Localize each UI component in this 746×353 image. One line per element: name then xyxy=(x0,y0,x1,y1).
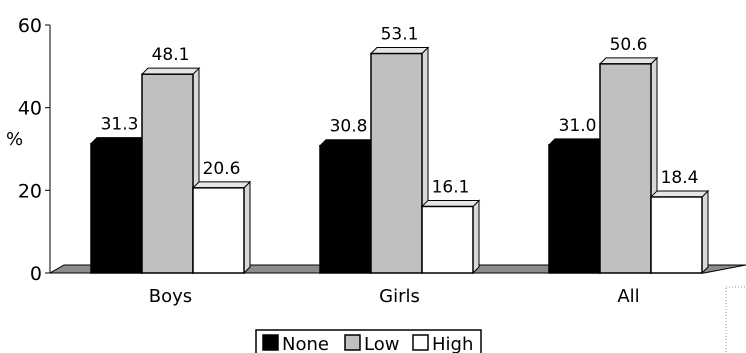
bar-value-label: 50.6 xyxy=(610,35,648,55)
bar-value-label: 20.6 xyxy=(203,159,241,179)
bar-value-label: 31.0 xyxy=(559,116,597,136)
bar-front xyxy=(548,144,601,274)
y-axis-label: % xyxy=(6,129,23,150)
bar-boys-high xyxy=(191,180,252,275)
bar-front xyxy=(599,63,652,274)
bar-front xyxy=(192,187,245,274)
y-axis: 0 20 40 60 xyxy=(18,15,51,285)
bar-top xyxy=(191,181,252,189)
x-axis-categories: Boys Girls All xyxy=(149,286,640,307)
x-category-label: Boys xyxy=(149,286,192,307)
x-category-label: All xyxy=(617,286,639,307)
value-labels: 31.3 48.1 20.6 30.8 53.1 16.1 31.0 50.6 18.4 xyxy=(101,25,699,198)
bars xyxy=(89,46,710,275)
legend-swatch xyxy=(412,334,429,351)
bar-top xyxy=(420,199,481,207)
x-category-label: Girls xyxy=(379,286,420,307)
bar-value-label: 18.4 xyxy=(661,168,699,188)
bar-top xyxy=(89,137,150,145)
legend-label: None xyxy=(282,334,329,353)
bar-girls-none xyxy=(318,138,379,275)
bar-all-none xyxy=(547,137,608,275)
legend-label: Low xyxy=(364,334,399,353)
bar-top xyxy=(598,57,659,65)
bar-front xyxy=(141,73,194,274)
bar-boys-low xyxy=(140,66,201,275)
bar-top xyxy=(369,47,430,55)
y-tick-label: 20 xyxy=(18,180,42,202)
bar-boys-none xyxy=(89,136,150,275)
legend-label: High xyxy=(432,334,473,353)
bar-value-label: 31.3 xyxy=(101,115,139,135)
bar-value-label: 48.1 xyxy=(152,45,190,65)
bar-side xyxy=(243,180,251,275)
bar-value-label: 53.1 xyxy=(381,25,419,45)
bar-value-label: 16.1 xyxy=(432,177,470,197)
bar-top xyxy=(649,190,710,198)
bar-front xyxy=(421,205,474,274)
bar-front xyxy=(650,196,703,274)
legend: None Low High xyxy=(255,329,482,353)
bar-girls-high xyxy=(420,199,481,275)
legend-swatch xyxy=(344,334,361,351)
bar-all-low xyxy=(598,56,659,275)
y-tick-label: 40 xyxy=(18,98,42,120)
bar-front xyxy=(90,142,143,274)
bar-top xyxy=(547,138,608,146)
bar-front xyxy=(370,52,423,274)
dotted-frame-fragment xyxy=(725,286,746,353)
bar-all-high xyxy=(649,189,710,275)
bar-side xyxy=(472,199,480,275)
bar-girls-low xyxy=(369,46,430,275)
bar-top xyxy=(318,139,379,147)
y-tick-label: 60 xyxy=(18,15,42,37)
bar-front xyxy=(319,144,372,274)
legend-swatch xyxy=(262,334,279,351)
y-tick-label: 0 xyxy=(30,263,42,285)
bar-top xyxy=(140,67,201,75)
bar-value-label: 30.8 xyxy=(330,117,368,137)
bar-side xyxy=(701,189,709,275)
